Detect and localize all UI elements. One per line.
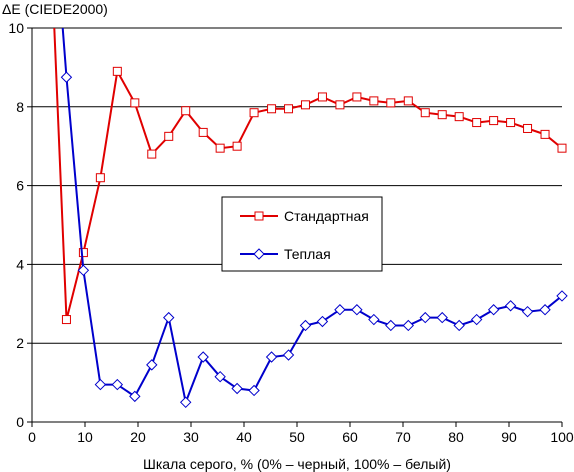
data-point	[386, 98, 396, 108]
data-point	[282, 349, 295, 361]
data-point	[539, 304, 551, 316]
data-point	[146, 359, 158, 371]
data-point	[556, 290, 568, 302]
data-point	[436, 311, 448, 324]
data-point	[147, 149, 157, 159]
y-tick-label: 10	[8, 20, 24, 36]
data-point	[454, 112, 464, 122]
data-point	[265, 351, 278, 363]
legend-marker	[253, 248, 265, 260]
series-2	[60, 27, 568, 409]
data-point	[164, 131, 174, 141]
data-point	[317, 92, 327, 102]
data-point	[300, 100, 310, 110]
x-tick-label: 50	[289, 429, 305, 445]
data-point	[352, 92, 362, 102]
data-point	[249, 108, 259, 118]
series-group	[53, 27, 568, 409]
data-point	[437, 110, 447, 120]
data-point	[299, 319, 312, 332]
data-point	[402, 319, 415, 332]
data-point	[419, 311, 431, 324]
data-point	[523, 123, 533, 133]
y-tick-label: 8	[16, 99, 24, 115]
x-tick-label: 80	[448, 429, 464, 445]
data-point	[521, 305, 534, 318]
data-point	[504, 300, 517, 312]
data-point	[470, 313, 483, 326]
data-point	[197, 351, 209, 363]
data-point	[95, 173, 105, 183]
x-tick-label: 20	[130, 429, 146, 445]
data-point	[334, 304, 346, 316]
data-point	[368, 313, 380, 326]
legend-marker	[254, 211, 264, 221]
y-tick-label: 2	[16, 335, 24, 351]
legend-label: Стандартная	[284, 208, 369, 224]
data-point	[267, 104, 277, 114]
x-tick-label: 100	[550, 429, 574, 445]
data-point	[163, 311, 175, 324]
data-point	[351, 304, 363, 316]
series-1	[53, 27, 567, 325]
data-point	[385, 319, 397, 332]
data-point	[181, 106, 191, 116]
data-point	[61, 315, 71, 325]
data-point	[78, 248, 88, 258]
data-point	[112, 66, 122, 76]
data-point	[487, 304, 500, 316]
data-point	[403, 96, 413, 106]
data-point	[369, 96, 379, 106]
data-point	[472, 118, 482, 128]
data-point	[248, 384, 260, 397]
data-point	[111, 378, 124, 391]
data-point	[198, 127, 208, 137]
y-axis-title: ΔE (CIEDE2000)	[2, 1, 108, 17]
data-point	[284, 104, 294, 114]
y-tick-label: 6	[16, 178, 24, 194]
data-point	[130, 98, 140, 108]
y-tick-label: 4	[16, 256, 24, 272]
x-tick-label: 10	[77, 429, 93, 445]
x-tick-label: 40	[236, 429, 252, 445]
data-point	[232, 141, 242, 151]
x-tick-label: 30	[183, 429, 199, 445]
x-tick-label: 0	[28, 429, 36, 445]
data-point	[179, 396, 192, 409]
legend-box	[221, 196, 383, 272]
y-tick-label: 0	[16, 414, 24, 430]
x-axis-title: Шкала серого, % (0% – черный, 100% – бел…	[143, 456, 451, 472]
x-tick-label: 70	[395, 429, 411, 445]
data-point	[60, 71, 73, 83]
data-point	[453, 319, 465, 332]
data-point	[316, 315, 329, 328]
data-point	[214, 370, 226, 383]
data-point	[231, 382, 243, 395]
legend-label: Теплая	[284, 246, 331, 262]
data-point	[77, 264, 90, 277]
legend: Стандартная Теплая	[221, 196, 383, 272]
data-point	[94, 378, 107, 391]
data-point	[420, 108, 430, 118]
x-tick-label: 60	[342, 429, 358, 445]
data-point	[506, 118, 516, 128]
x-tick-label: 90	[501, 429, 517, 445]
data-point	[129, 390, 141, 403]
y-tick-labels: 0 2 4 6 8 10	[8, 20, 32, 430]
data-point	[215, 143, 225, 153]
data-point	[540, 129, 550, 139]
data-point	[557, 143, 567, 153]
data-point	[335, 100, 345, 110]
data-point	[489, 116, 499, 126]
x-tick-labels: 0 10 20 30 40 50 60 70 80 90 100	[28, 422, 574, 445]
